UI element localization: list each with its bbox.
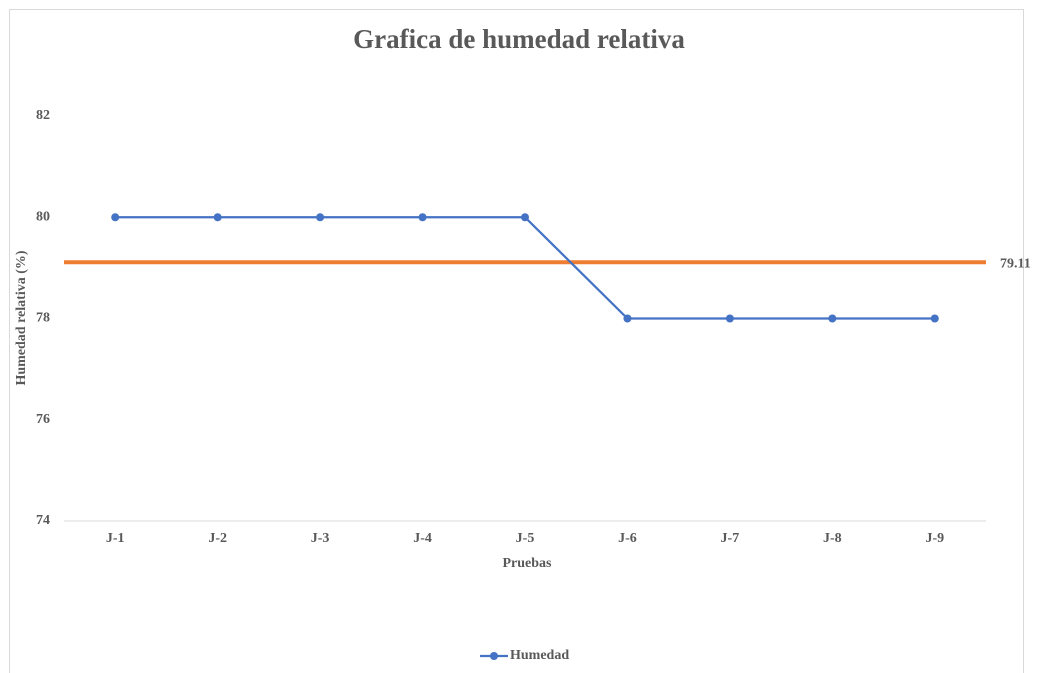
legend-marker xyxy=(490,652,498,660)
x-tick-label: J-7 xyxy=(721,531,740,546)
data-point xyxy=(521,213,529,222)
x-tick-label: J-8 xyxy=(823,531,842,546)
reference-label: 79.11 xyxy=(1000,257,1031,272)
y-tick-label: 80 xyxy=(36,209,50,224)
data-point xyxy=(623,314,632,323)
y-tick-label: 82 xyxy=(36,108,50,123)
legend-label: Humedad xyxy=(510,648,569,663)
x-tick-label: J-5 xyxy=(516,531,535,546)
data-point xyxy=(725,314,734,323)
data-point xyxy=(828,314,837,323)
y-tick-label: 74 xyxy=(36,513,50,528)
y-tick-label: 78 xyxy=(36,311,50,326)
y-axis-label: Humedad relativa (%) xyxy=(14,250,29,385)
data-point xyxy=(930,314,939,323)
x-tick-label: J-2 xyxy=(208,531,227,546)
x-tick-label: J-6 xyxy=(618,531,637,546)
x-tick-label: J-3 xyxy=(311,531,330,546)
data-point xyxy=(111,213,120,222)
data-point xyxy=(213,213,222,222)
x-axis-label: Pruebas xyxy=(503,556,553,571)
series-line xyxy=(115,216,935,320)
chart-frame xyxy=(9,9,1024,673)
x-tick-label: J-1 xyxy=(106,531,125,546)
data-point xyxy=(316,213,325,222)
data-point xyxy=(418,213,427,222)
y-tick-label: 76 xyxy=(36,412,50,427)
x-tick-label: J-4 xyxy=(413,531,432,546)
chart-title: Grafica de humedad relativa xyxy=(353,24,685,54)
x-tick-label: J-9 xyxy=(925,531,944,546)
